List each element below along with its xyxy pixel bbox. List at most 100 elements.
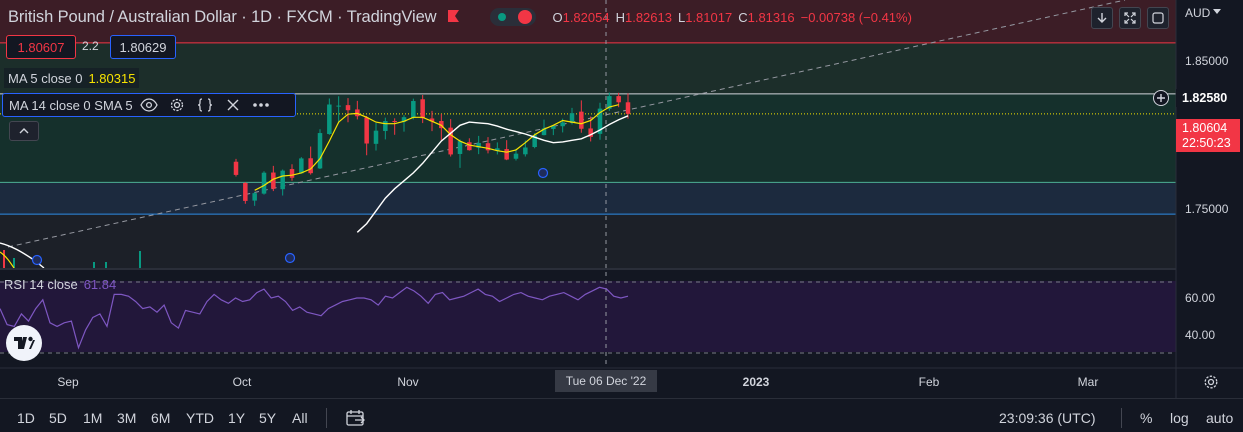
utc-clock[interactable]: 23:09:36 (UTC) [999, 410, 1096, 426]
time-label: Sep [57, 375, 79, 389]
range-3m[interactable]: 3M [117, 410, 137, 426]
close-label: C [738, 9, 748, 25]
candle-body [271, 172, 276, 189]
sell-price-button[interactable]: 1.80607 [6, 35, 76, 59]
price-tick: 1.75000 [1185, 202, 1229, 216]
candle-body [243, 183, 248, 201]
ma5-line [254, 104, 619, 191]
range-all[interactable]: All [292, 410, 308, 426]
candle-body [383, 120, 388, 131]
candle-body [457, 141, 463, 154]
bottom-toolbar [0, 398, 1243, 432]
ma14-line [356, 115, 629, 233]
range-6m[interactable]: 6M [151, 410, 171, 426]
ma5-legend[interactable]: MA 5 close 0 1.80315 [4, 68, 140, 88]
ma14-legend[interactable]: MA 14 close 0 SMA 5 [2, 93, 296, 117]
rsi-band [0, 281, 1176, 352]
close-value: 1.81316 [747, 9, 795, 25]
range-1d[interactable]: 1D [17, 410, 35, 426]
candle-body [373, 130, 379, 144]
flag-icon[interactable] [444, 7, 464, 27]
connection-status[interactable] [490, 8, 537, 26]
percent-toggle[interactable]: % [1140, 410, 1153, 426]
candle-body [392, 120, 397, 122]
candle-body [336, 105, 341, 107]
candle-body [252, 193, 257, 201]
time-label: Oct [232, 375, 252, 389]
currency-label[interactable]: AUD [1185, 6, 1211, 20]
candle-body [551, 126, 556, 129]
eye-icon[interactable] [137, 95, 161, 115]
close-icon[interactable] [221, 95, 245, 115]
candle-body [569, 113, 575, 123]
rsi-line [0, 286, 629, 350]
chart-canvas[interactable] [0, 0, 1243, 398]
log-toggle[interactable]: log [1170, 410, 1189, 426]
range-ytd[interactable]: YTD [186, 410, 214, 426]
open-value: 1.82054 [562, 9, 610, 25]
candle-body [607, 96, 612, 109]
zone-green-light [0, 42, 1176, 94]
rsi-label: RSI 14 close [4, 277, 78, 292]
candle-body [532, 135, 537, 148]
dashed-trendline[interactable] [7, 0, 1126, 248]
time-label: 2023 [742, 375, 770, 389]
add-alert-icon[interactable] [1153, 90, 1169, 106]
symbol-title[interactable]: British Pound / Australian Dollar · 1D ·… [8, 7, 437, 26]
candle-body [233, 161, 239, 175]
zone-blue [0, 182, 1176, 215]
candle-body [364, 117, 369, 144]
tradingview-logo-icon [14, 336, 35, 349]
screenshot-icon[interactable] [1147, 7, 1169, 29]
range-1y[interactable]: 1Y [228, 410, 246, 426]
auto-toggle[interactable]: auto [1206, 410, 1234, 426]
time-label: Nov [397, 375, 419, 389]
buy-price-button[interactable]: 1.80629 [110, 35, 176, 59]
status-dot-green [498, 13, 507, 21]
candle-body [439, 120, 444, 129]
settings-gear-icon[interactable] [1203, 374, 1219, 393]
candle-body [476, 143, 481, 148]
ma14-label: MA 14 close 0 SMA 5 [9, 97, 133, 113]
cross-marker [284, 252, 296, 264]
down-arrow-icon[interactable] [1091, 7, 1113, 29]
rsi-legend[interactable]: RSI 14 close 61.84 [4, 277, 116, 292]
gear-icon[interactable] [165, 95, 189, 115]
change-value: −0.00738 (−0.41%) [800, 9, 912, 25]
more-icon[interactable] [249, 95, 273, 115]
chevron-down-icon [1213, 9, 1221, 14]
spread-value: 2.2 [82, 39, 99, 53]
candle-body [560, 122, 565, 127]
candle-body [523, 147, 528, 155]
candle-body [541, 128, 547, 136]
candle-body [411, 101, 416, 118]
chevron-up-icon [19, 128, 29, 134]
rsi-tick: 60.00 [1185, 291, 1216, 305]
candle-body [401, 117, 407, 122]
candle-body [429, 118, 435, 122]
candle-body [327, 104, 332, 134]
source-code-icon[interactable] [193, 95, 217, 115]
zone-grey [0, 214, 1176, 268]
divider [1121, 408, 1122, 428]
range-5y[interactable]: 5Y [259, 410, 277, 426]
candle-body [299, 158, 304, 174]
ma5-line-left [0, 251, 15, 269]
status-dot-red [518, 10, 533, 24]
fullscreen-icon[interactable] [1119, 7, 1141, 29]
tradingview-logo[interactable] [6, 325, 42, 361]
date-range-icon[interactable] [346, 409, 366, 430]
candles [3, 92, 631, 268]
rsi-tick: 40.00 [1185, 328, 1216, 342]
rsi-pane [0, 281, 1176, 354]
collapse-legend-button[interactable] [9, 121, 39, 141]
high-label: H [615, 9, 625, 25]
range-1m[interactable]: 1M [83, 410, 103, 426]
time-label: Feb [918, 375, 940, 389]
alert-price-label: 1.82580 [1176, 89, 1240, 107]
range-5d[interactable]: 5D [49, 410, 67, 426]
candle-body [616, 96, 621, 103]
cross-marker [537, 167, 549, 179]
candle-body [261, 172, 267, 194]
zone-red [0, 0, 1176, 43]
